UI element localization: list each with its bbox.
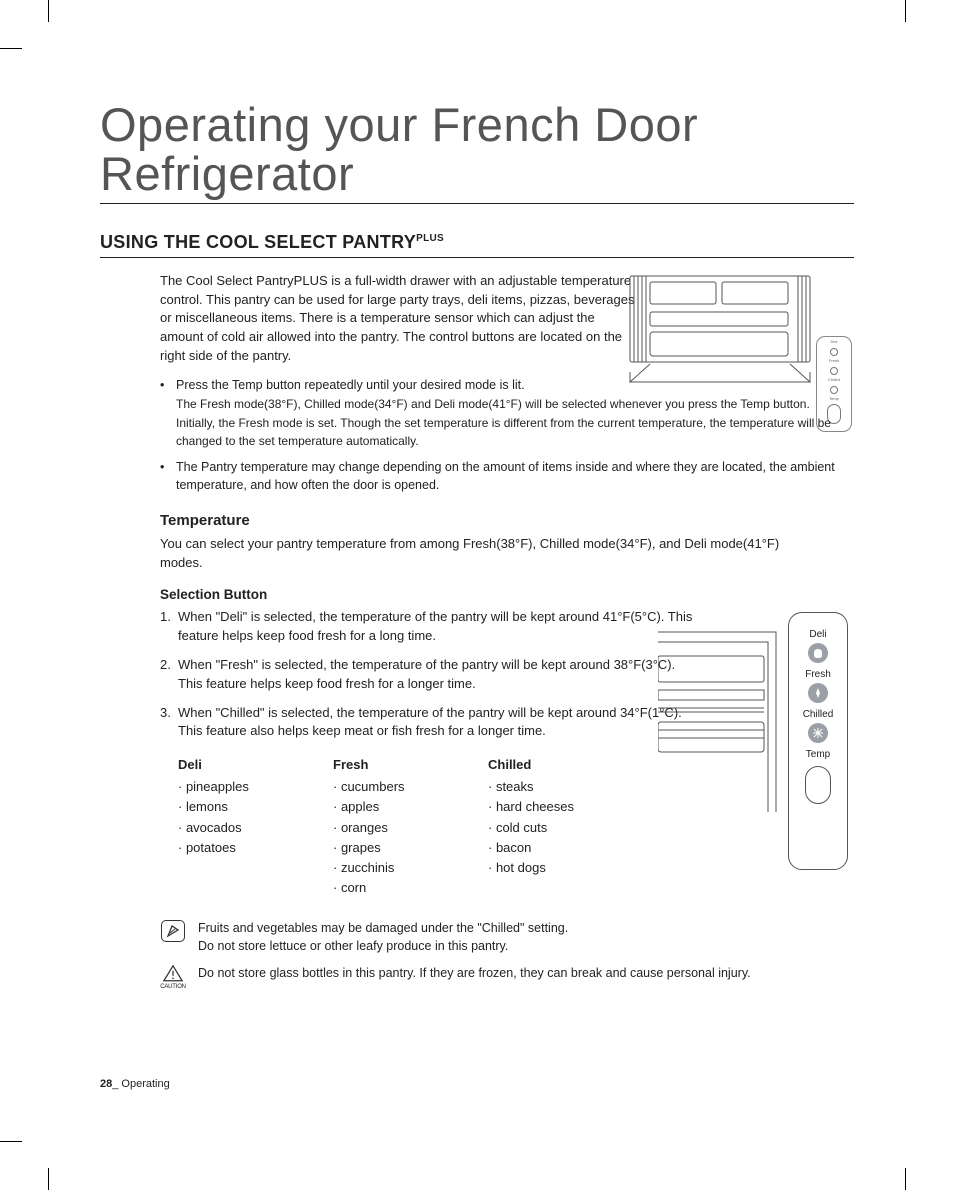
chilled-icon (808, 723, 828, 743)
bullet-sub: Initially, the Fresh mode is set. Though… (176, 415, 854, 450)
caution-icon: CAUTION (160, 965, 186, 991)
selection-item: When "Deli" is selected, the temperature… (160, 608, 700, 646)
food-item: · potatoes (178, 838, 323, 858)
note-line: Fruits and vegetables may be damaged und… (198, 920, 568, 938)
page-footer: 28_ Operating (100, 1078, 170, 1090)
food-item: · cold cuts (488, 818, 633, 838)
note-row: Fruits and vegetables may be damaged und… (160, 920, 854, 955)
caution-label: CAUTION (160, 983, 186, 991)
food-col-head: Chilled (488, 755, 633, 775)
crop-mark (48, 0, 49, 22)
bullet-text: Press the Temp button repeatedly until y… (176, 378, 525, 392)
selection-heading: Selection Button (160, 587, 854, 602)
note-text: Fruits and vegetables may be damaged und… (198, 920, 568, 955)
food-item: · corn (333, 878, 478, 898)
food-item: · cucumbers (333, 777, 478, 797)
caution-text: Do not store glass bottles in this pantr… (198, 965, 751, 983)
food-col-head: Deli (178, 755, 323, 775)
control-panel-figure: Deli Fresh Chilled Temp (658, 612, 858, 872)
food-col-fresh: Fresh · cucumbers · apples · oranges · g… (333, 755, 478, 898)
temperature-text: You can select your pantry temperature f… (160, 535, 800, 573)
food-item: · lemons (178, 797, 323, 817)
temperature-heading: Temperature (160, 512, 854, 529)
note-icon (160, 920, 186, 946)
food-col-head: Fresh (333, 755, 478, 775)
food-item: · pineapples (178, 777, 323, 797)
food-item: · grapes (333, 838, 478, 858)
bullet-sub: The Fresh mode(38°F), Chilled mode(34°F)… (176, 396, 854, 413)
food-col-deli: Deli · pineapples · lemons · avocados · … (178, 755, 323, 898)
section-heading-sup: PLUS (416, 233, 444, 244)
food-item: · apples (333, 797, 478, 817)
food-col-chilled: Chilled · steaks · hard cheeses · cold c… (488, 755, 633, 898)
footer-section: _ Operating (112, 1078, 169, 1090)
food-item: · bacon (488, 838, 633, 858)
crop-mark (905, 0, 906, 22)
food-item: · hot dogs (488, 858, 633, 878)
panel-label-deli: Deli (789, 629, 847, 640)
deli-icon (808, 643, 828, 663)
crop-mark (48, 1168, 49, 1190)
bullet-item: Press the Temp button repeatedly until y… (160, 376, 854, 450)
food-item: · hard cheeses (488, 797, 633, 817)
section-body: The Cool Select PantryPLUS is a full-wid… (100, 272, 854, 992)
selection-item: When "Fresh" is selected, the temperatur… (160, 656, 700, 694)
intro-paragraph: The Cool Select PantryPLUS is a full-wid… (160, 272, 640, 366)
selection-item: When "Chilled" is selected, the temperat… (160, 704, 700, 742)
section-heading: USING THE COOL SELECT PANTRYPLUS (100, 232, 854, 258)
food-item: · avocados (178, 818, 323, 838)
crop-mark (0, 1141, 22, 1142)
fresh-icon (808, 683, 828, 703)
bullet-item: The Pantry temperature may change depend… (160, 458, 854, 494)
note-line: Do not store lettuce or other leafy prod… (198, 938, 568, 956)
bullet-text: The Pantry temperature may change depend… (176, 460, 835, 492)
panel-label-temp: Temp (789, 749, 847, 760)
control-panel: Deli Fresh Chilled Temp (788, 612, 848, 870)
panel-label-chilled: Chilled (789, 709, 847, 720)
page-number: 28 (100, 1078, 112, 1090)
temp-button[interactable] (805, 766, 831, 804)
panel-label-fresh: Fresh (789, 669, 847, 680)
crop-mark (0, 48, 22, 49)
selection-list: When "Deli" is selected, the temperature… (160, 608, 700, 741)
crop-mark (905, 1168, 906, 1190)
food-item: · steaks (488, 777, 633, 797)
food-item: · zucchinis (333, 858, 478, 878)
page-title: Operating your French Door Refrigerator (100, 100, 854, 204)
bullet-list: Press the Temp button repeatedly until y… (160, 376, 854, 495)
caution-row: CAUTION Do not store glass bottles in th… (160, 965, 854, 991)
food-item: · oranges (333, 818, 478, 838)
section-heading-text: USING THE COOL SELECT PANTRY (100, 232, 416, 252)
page-content: Operating your French Door Refrigerator … (100, 100, 854, 1090)
